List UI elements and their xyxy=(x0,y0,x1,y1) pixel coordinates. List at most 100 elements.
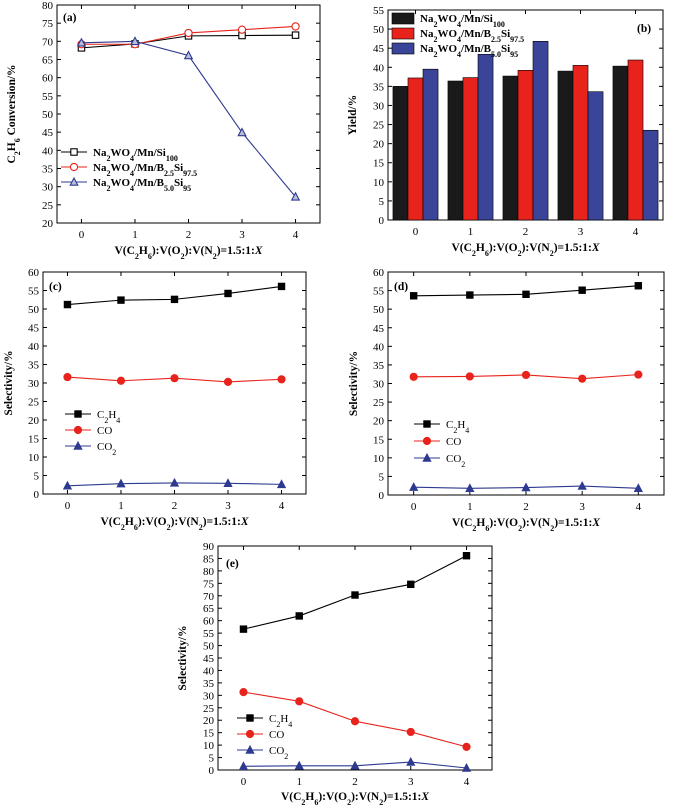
legend-marker-d-1 xyxy=(422,436,432,446)
legend-marker-a-0 xyxy=(70,148,78,156)
legend-marker-a-1 xyxy=(69,162,79,172)
data-point-d-1-2 xyxy=(521,370,531,380)
y-tick-label: 10 xyxy=(373,453,385,465)
data-point-e-0-3 xyxy=(407,580,415,589)
x-tick-label: 3 xyxy=(579,501,585,513)
data-point-c-0-2 xyxy=(170,295,179,304)
y-tick-label: 50 xyxy=(203,641,215,653)
legend-marker-c-1 xyxy=(73,425,83,435)
bar-3-0 xyxy=(557,70,574,221)
y-tick-label: 70 xyxy=(203,591,215,603)
data-point-d-0-1 xyxy=(466,291,474,299)
panel-label-a: (a) xyxy=(63,12,77,24)
legend-marker-e-1 xyxy=(245,729,255,739)
x-tick-label: 2 xyxy=(352,776,358,788)
y-tick-label: 60 xyxy=(203,616,215,628)
x-tick-label: 3 xyxy=(239,229,245,241)
y-tick-label: 25 xyxy=(28,397,40,409)
data-point-d-1-1 xyxy=(465,372,474,381)
y-tick-label: 25 xyxy=(373,397,385,409)
bar-4-1 xyxy=(627,59,644,221)
y-tick-label: 35 xyxy=(42,164,54,176)
bar-0-1 xyxy=(407,77,424,221)
y-tick-label: 30 xyxy=(203,690,215,702)
data-point-d-0-3 xyxy=(578,286,586,294)
y-tick-label: 90 xyxy=(203,541,215,553)
bar-1-1 xyxy=(462,77,479,221)
data-point-e-1-0 xyxy=(239,687,248,697)
y-tick-label: 45 xyxy=(373,323,385,335)
data-point-a-1-4 xyxy=(291,22,300,31)
y-tick-label: 40 xyxy=(42,145,54,157)
y-tick-label: 65 xyxy=(203,603,215,615)
x-tick-label: 1 xyxy=(468,226,474,238)
legend-label-a-2: Na2WO4/Mn/B5.0Si95 xyxy=(93,177,191,193)
y-tick-label: 15 xyxy=(28,434,40,446)
bar-4-0 xyxy=(612,65,629,221)
y-tick-label: 30 xyxy=(28,378,40,390)
data-point-a-1-3 xyxy=(237,25,247,34)
y-tick-label: 55 xyxy=(28,286,40,298)
data-point-e-1-1 xyxy=(295,697,304,706)
y-axis-title-e: Selectivity/% xyxy=(177,625,189,690)
data-point-e-2-0 xyxy=(238,761,249,770)
data-point-e-2-4 xyxy=(461,762,472,772)
data-point-c-1-3 xyxy=(223,377,233,386)
y-tick-label: 20 xyxy=(373,416,385,428)
y-tick-label: 65 xyxy=(42,55,54,67)
legend-marker-d-0 xyxy=(423,420,431,428)
y-tick-label: 50 xyxy=(373,304,385,316)
panel-b: 0 5 10 15 20 25 30 35 40 45 50 55 0 1 2 3 4 (b) Na2WO4/Mn/… xyxy=(347,5,664,258)
data-point-d-1-3 xyxy=(578,374,587,383)
y-axis-title-c: Selectivity/% xyxy=(3,350,15,415)
y-tick-label: 50 xyxy=(28,304,40,316)
y-tick-label: 15 xyxy=(373,158,385,170)
data-point-e-1-3 xyxy=(406,727,415,737)
bar-0-0 xyxy=(392,86,409,221)
legend-label-d-1: CO xyxy=(446,436,461,448)
y-tick-label: 10 xyxy=(373,177,385,189)
x-tick-label: 4 xyxy=(464,776,470,788)
y-tick-label: 40 xyxy=(373,341,385,353)
y-tick-label: 20 xyxy=(42,218,54,230)
y-tick-label: 20 xyxy=(373,139,385,151)
plot-frame-c xyxy=(42,271,307,495)
panel-label-d: (d) xyxy=(394,281,408,293)
legend-label-b-2: Na2WO4/Mn/B5.0Si95 xyxy=(420,43,518,59)
y-tick-label: 5 xyxy=(209,753,215,765)
x-tick-label: 0 xyxy=(65,500,71,512)
data-point-e-0-1 xyxy=(295,612,303,620)
y-tick-label: 10 xyxy=(28,452,40,464)
y-tick-label: 25 xyxy=(373,120,385,132)
data-point-c-2-4 xyxy=(276,479,287,489)
data-point-e-0-0 xyxy=(239,625,248,633)
legend-label-d-0: C2H4 xyxy=(446,419,469,435)
y-tick-label: 25 xyxy=(42,200,54,212)
panel-label-e: (e) xyxy=(226,558,239,570)
x-axis-title-a: V(C2H6):V(O2):V(N2)=1.5:1:X xyxy=(114,245,262,261)
x-tick-label: 4 xyxy=(293,229,299,241)
y-tick-label: 10 xyxy=(203,740,215,752)
y-tick-label: 70 xyxy=(42,36,54,48)
legend-label-a-0: Na2WO4/Mn/Si100 xyxy=(93,147,178,163)
data-point-e-1-4 xyxy=(462,742,471,751)
data-point-a-0-4 xyxy=(291,31,300,39)
bar-3-2 xyxy=(587,91,604,221)
y-tick-label: 55 xyxy=(42,91,54,103)
y-tick-label: 35 xyxy=(373,81,385,93)
legend-label-e-0: C2H4 xyxy=(269,713,292,729)
y-tick-label: 75 xyxy=(203,578,215,590)
data-point-e-1-2 xyxy=(350,717,360,726)
x-tick-label: 0 xyxy=(79,229,85,241)
data-point-a-2-4 xyxy=(290,191,301,201)
bar-1-0 xyxy=(447,80,464,221)
y-axis-title-d: Selectivity/% xyxy=(348,351,360,416)
bar-3-1 xyxy=(572,65,589,221)
legend-label-e-1: CO xyxy=(269,729,284,741)
data-point-d-2-4 xyxy=(633,483,643,493)
legend-swatch-b-2 xyxy=(391,42,415,55)
y-tick-label: 60 xyxy=(28,267,40,279)
legend-marker-d-2 xyxy=(422,452,432,462)
